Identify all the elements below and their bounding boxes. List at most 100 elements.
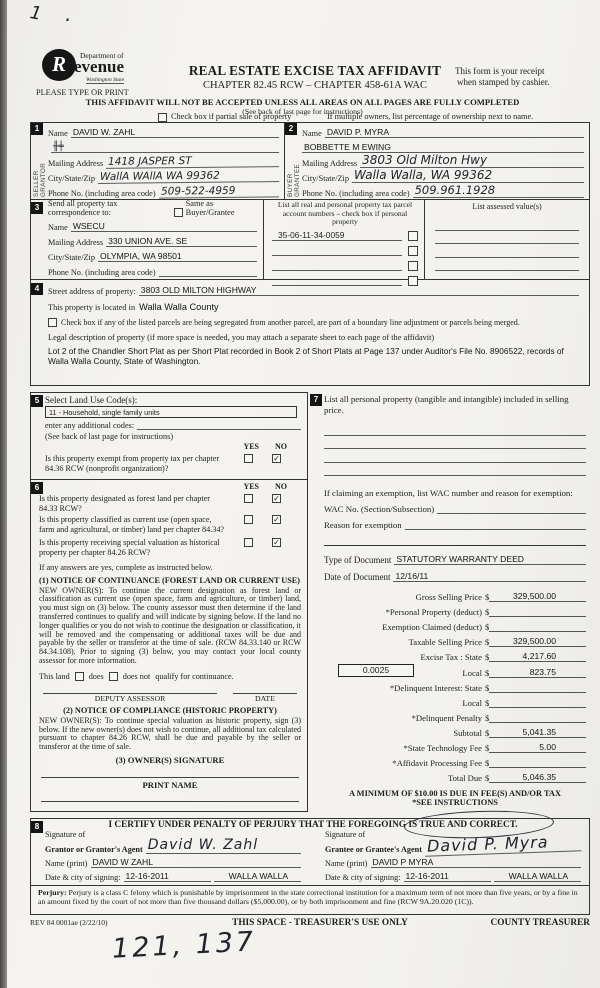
buyer-mailing-value: 3803 Old Milton Hwy bbox=[360, 153, 584, 168]
grantor-print-label: Name (print) bbox=[45, 859, 88, 868]
corr-city-value: OLYMPIA, WA 98501 bbox=[98, 251, 257, 262]
classification-section: 6 YES NO Is this property designated as … bbox=[30, 480, 308, 812]
multiple-owners-label: If multiple owners, list percentage of o… bbox=[327, 112, 534, 121]
buyer-side-label-1: BUYER bbox=[287, 173, 294, 197]
wac-label: WAC No. (Section/Subsection) bbox=[324, 504, 435, 514]
handwritten-page-numbers: 121, 137 bbox=[111, 926, 257, 965]
money-value bbox=[489, 616, 586, 618]
signature-of-label-2: Signature of bbox=[325, 830, 366, 839]
parcel-number-blank bbox=[272, 284, 402, 286]
reason-value bbox=[404, 529, 586, 530]
exempt-no-checkbox: ✓ bbox=[272, 454, 281, 463]
section-number-2: 2 bbox=[285, 123, 297, 135]
certification-section: 8 I CERTIFY UNDER PENALTY OF PERJURY THA… bbox=[30, 818, 590, 886]
money-label: *State Technology Fee bbox=[403, 743, 482, 754]
street-address-value: 3803 OLD MILTON HIGHWAY bbox=[138, 285, 579, 296]
notice-compliance-title: (2) NOTICE OF COMPLIANCE (HISTORIC PROPE… bbox=[63, 705, 277, 715]
county-value: Walla Walla County bbox=[139, 302, 219, 312]
forest-yes-checkbox bbox=[244, 494, 253, 503]
signature-of-label: Signature of bbox=[45, 830, 86, 839]
corr-phone-value bbox=[158, 276, 257, 277]
exempt-yes-checkbox bbox=[244, 454, 253, 463]
personal-property-blank bbox=[324, 422, 586, 436]
legal-description-value: Lot 2 of the Chandler Short Plat as per … bbox=[48, 346, 564, 366]
assessed-value-blank bbox=[435, 231, 579, 244]
money-value: 5,046.35 bbox=[489, 772, 586, 784]
notice-continuance-body: NEW OWNER(S): To continue the current de… bbox=[39, 585, 301, 665]
section-number-7: 7 bbox=[310, 394, 322, 406]
money-value: 5.00 bbox=[489, 742, 586, 754]
section-number-1: 1 bbox=[31, 123, 43, 135]
warning-line: THIS AFFIDAVIT WILL NOT BE ACCEPTED UNLE… bbox=[85, 97, 520, 107]
seller-buyer-section: 1 SELLER GRANTOR Name DAVID W. ZAHL ╫╪ Ma… bbox=[30, 122, 590, 200]
grantor-date-value: 12-16-2011 bbox=[123, 871, 211, 882]
does-not-checkbox bbox=[108, 671, 118, 681]
corr-mailing-value: 330 UNION AVE. SE bbox=[106, 236, 257, 247]
segregated-label: Check box if any of the listed parcels a… bbox=[61, 318, 520, 327]
form-footer: REV 84 0001ae (2/22/10) THIS SPACE - TRE… bbox=[30, 918, 590, 928]
parcel-personal-checkbox-2 bbox=[408, 245, 418, 256]
money-value: 329,500.00 bbox=[489, 636, 586, 648]
treasurer-space-label: THIS SPACE - TREASURER'S USE ONLY bbox=[232, 918, 408, 928]
grantee-date-value: 12-16-2011 bbox=[403, 871, 491, 882]
historical-question: Is this property receiving special valua… bbox=[39, 538, 220, 557]
corr-mailing-label: Mailing Address bbox=[48, 238, 104, 247]
form-title: REAL ESTATE EXCISE TAX AFFIDAVIT bbox=[188, 63, 442, 78]
section-number-4: 4 bbox=[31, 283, 43, 295]
check-icon: ✓ bbox=[273, 494, 280, 503]
land-use-section: 5 Select Land Use Code(s): 11 - Househol… bbox=[30, 392, 308, 480]
dollar-sign: $ bbox=[485, 652, 490, 663]
street-address-label: Street address of property: bbox=[48, 287, 136, 296]
legal-description-label: Legal description of property (if more s… bbox=[48, 333, 435, 342]
money-label: Local bbox=[462, 697, 482, 708]
grantor-print-value: DAVID W ZAHL bbox=[90, 857, 301, 868]
money-value: 5,041.35 bbox=[489, 727, 586, 738]
exemption-header: If claiming an exemption, list WAC numbe… bbox=[324, 488, 573, 498]
section-number-5: 5 bbox=[31, 395, 43, 407]
land-use-title: Select Land Use Code(s): bbox=[45, 395, 138, 405]
buyer-side-label-2: GRANTEE bbox=[294, 163, 301, 197]
grantee-print-label: Name (print) bbox=[325, 859, 368, 868]
seller-name-value: DAVID W. ZAHL bbox=[70, 127, 279, 138]
yes-header: YES bbox=[243, 442, 259, 451]
washington-state-label: Washington State bbox=[86, 77, 125, 84]
corr-name-label: Name bbox=[48, 223, 68, 232]
money-value: 823.75 bbox=[489, 667, 586, 678]
segregated-checkbox bbox=[48, 318, 57, 327]
receipt-note-line1: This form is your receipt bbox=[455, 66, 545, 76]
money-label: Exemption Claimed (deduct) bbox=[382, 622, 482, 633]
current-use-no-checkbox: ✓ bbox=[272, 515, 281, 525]
grantee-datecity-label: Date & city of signing: bbox=[325, 873, 401, 882]
seller-phone-value: 509-522-4959 bbox=[158, 184, 280, 199]
correspondence-pane: 3 Send all property tax correspondence t… bbox=[31, 199, 264, 279]
dollar-sign: $ bbox=[485, 592, 490, 603]
grantor-datecity-label: Date & city of signing: bbox=[45, 873, 121, 882]
dollar-sign: $ bbox=[485, 667, 490, 678]
assessed-values-pane: List assessed value(s) bbox=[425, 200, 589, 279]
corr-city-label: City/State/Zip bbox=[48, 253, 96, 262]
assessed-value-blank bbox=[435, 244, 579, 258]
dollar-sign: $ bbox=[485, 637, 490, 648]
seller-scribble: ╫╪ bbox=[51, 142, 279, 153]
divider-line bbox=[324, 545, 586, 546]
buyer-side-label: BUYER GRANTEE bbox=[287, 139, 301, 197]
seller-phone-label: Phone No. (including area code) bbox=[48, 189, 156, 198]
print-name-label: PRINT NAME bbox=[142, 779, 198, 790]
money-label: Local bbox=[462, 667, 482, 678]
located-in-label: This property is located in bbox=[48, 303, 136, 312]
parcel-number-blank bbox=[272, 254, 402, 256]
dollar-sign: $ bbox=[485, 743, 490, 754]
please-type-label: PLEASE TYPE OR PRINT bbox=[36, 88, 129, 97]
seller-side-label-1: SELLER bbox=[33, 170, 40, 197]
personal-property-section: 7 List all personal property (tangible a… bbox=[310, 392, 590, 822]
print-name-line bbox=[41, 790, 299, 802]
certify-statement: I CERTIFY UNDER PENALTY OF PERJURY THAT … bbox=[108, 820, 518, 830]
does-checkbox bbox=[74, 671, 84, 681]
check-icon: ✓ bbox=[273, 538, 280, 548]
seller-side-label-2: GRANTOR bbox=[40, 162, 47, 197]
section-number-6: 6 bbox=[31, 482, 43, 494]
no-header-2: NO bbox=[275, 482, 287, 491]
buyer-mailing-label: Mailing Address bbox=[302, 159, 358, 168]
corr-name-value: WSECU bbox=[70, 221, 257, 232]
exempt-question: Is this property exempt from property ta… bbox=[45, 454, 220, 473]
